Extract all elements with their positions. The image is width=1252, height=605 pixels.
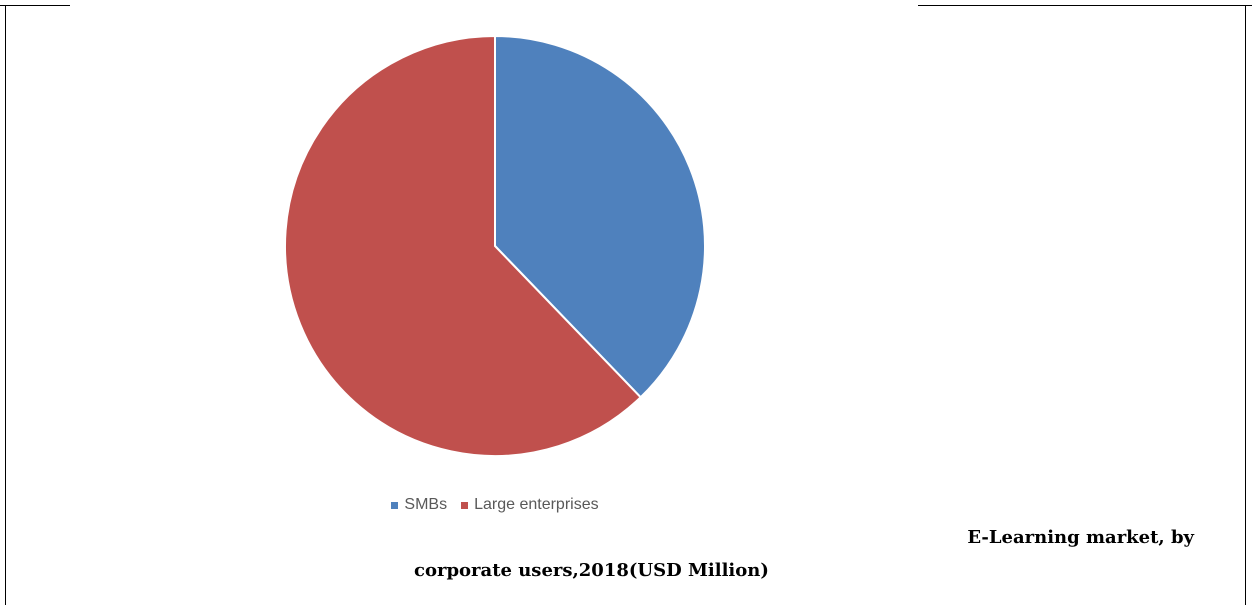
pie-slice-large-enterprises <box>284 34 643 457</box>
caption-line-2: corporate users,2018(USD Million) <box>414 560 769 581</box>
frame-right-rule <box>1245 5 1246 605</box>
frame-top-right-rule <box>918 5 1252 6</box>
caption-line-1: E-Learning market, by <box>967 527 1194 548</box>
legend-item-large-enterprises: Large enterprises <box>461 496 599 514</box>
frame-left-rule <box>5 5 6 605</box>
legend-label-large-enterprises: Large enterprises <box>474 496 599 513</box>
pie-slices <box>284 34 706 457</box>
chart-legend: SMBs Large enterprises <box>0 496 990 514</box>
pie-slice-smbs <box>494 34 706 399</box>
legend-item-smbs: SMBs <box>391 496 447 514</box>
legend-swatch-smbs <box>391 501 399 509</box>
legend-label-smbs: SMBs <box>404 496 448 513</box>
frame-top-left-rule <box>0 5 70 6</box>
legend-swatch-large-enterprises <box>461 501 469 509</box>
